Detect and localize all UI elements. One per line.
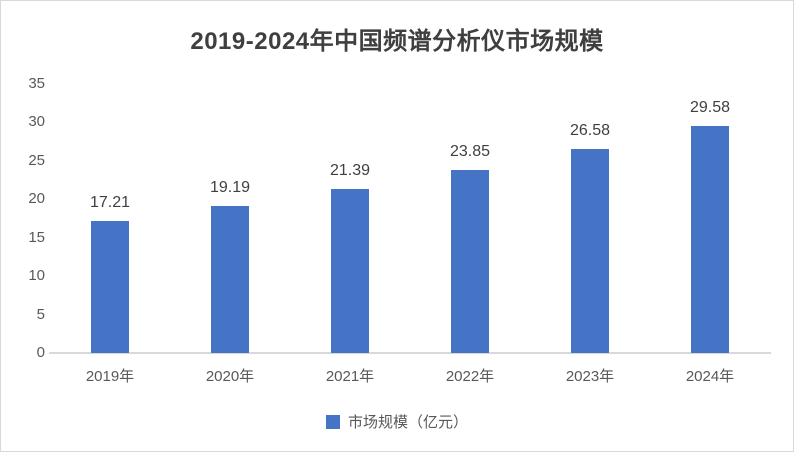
data-label-2022年: 23.85 <box>449 142 491 160</box>
bar-2022年 <box>451 169 489 353</box>
data-label-2023年: 26.58 <box>569 121 611 139</box>
data-label-2024年: 29.58 <box>689 98 731 116</box>
chart-title: 2019-2024年中国频谱分析仪市场规模 <box>190 28 604 55</box>
data-label-2021年: 21.39 <box>329 161 371 179</box>
y-axis: 0 5 10 15 20 25 30 35 <box>1 1 45 451</box>
data-label-2020年: 19.19 <box>209 178 251 196</box>
x-tick-label: 2021年 <box>325 368 375 385</box>
y-tick-label: 5 <box>36 305 45 323</box>
x-tick-label: 2020年 <box>205 368 255 385</box>
y-tick-label: 20 <box>28 190 45 208</box>
x-axis-line <box>49 352 771 354</box>
legend-label: 市场规模（亿元） <box>347 414 468 431</box>
bar-2020年 <box>211 205 249 353</box>
y-tick-label: 35 <box>28 75 45 92</box>
bar-2019年 <box>91 220 129 353</box>
data-label-2019年: 17.21 <box>89 193 131 211</box>
y-tick-label: 25 <box>28 151 45 169</box>
x-tick-label: 2024年 <box>685 368 735 385</box>
legend-marker-square <box>325 414 340 429</box>
x-tick-label: 2023年 <box>565 368 615 385</box>
y-tick-label: 30 <box>28 113 45 131</box>
y-tick-label: 15 <box>28 228 45 246</box>
x-tick-label: 2019年 <box>85 368 135 385</box>
legend: 市场规模（亿元） <box>1 411 793 432</box>
bar-2023年 <box>571 148 609 353</box>
y-tick-label: 0 <box>36 344 45 361</box>
bar-2021年 <box>331 188 369 353</box>
x-tick-label: 2022年 <box>445 368 495 385</box>
bar-2024年 <box>691 125 729 353</box>
y-tick-label: 10 <box>28 267 45 285</box>
